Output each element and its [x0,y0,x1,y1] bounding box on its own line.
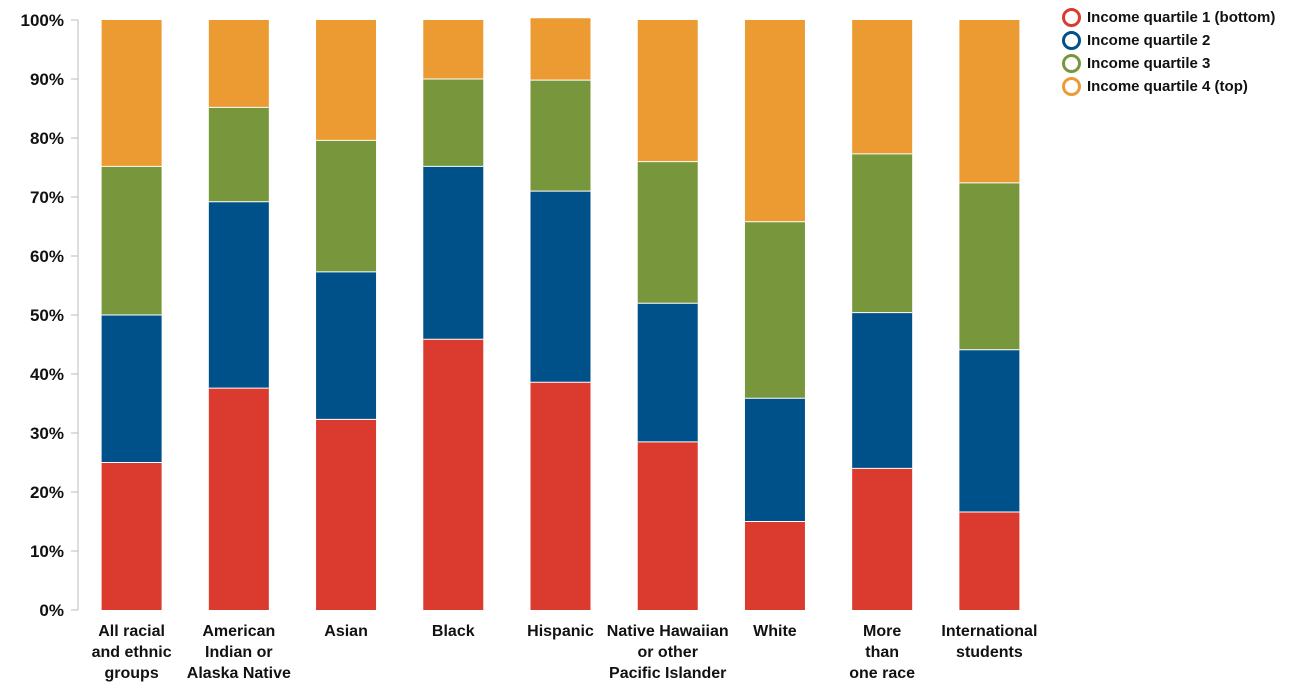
y-tick-label: 90% [30,70,64,89]
y-tick-label: 70% [30,188,64,207]
x-category-label: All racial and ethnic groups [92,623,172,682]
legend-label: Income quartile 3 [1087,55,1211,72]
bar-segment-q3 [959,182,1020,350]
legend-label: Income quartile 1 (bottom) [1087,9,1276,26]
legend-label: Income quartile 4 (top) [1087,78,1248,95]
bar-segment-q1 [637,441,698,610]
bar-segment-q2 [744,398,805,522]
bar-segment-q3 [530,80,591,192]
x-category-label: White [753,623,797,640]
bar-segment-q2 [101,315,162,463]
legend-item-q4: Income quartile 4 (top) [1062,75,1275,98]
bar-segment-q1 [959,512,1020,610]
bar-segment-q2 [423,166,484,340]
bar-segment-q1 [852,468,913,610]
y-tick-label: 30% [30,424,64,443]
bar-segment-q1 [744,521,805,610]
x-category-label: Native Hawaiian or other Pacific Islander [607,623,729,682]
bar-segment-q4 [852,20,913,154]
x-category-label: American Indian or Alaska Native [187,623,291,682]
bar-segment-q1 [208,388,269,610]
y-tick-label: 0% [39,601,64,620]
bar-segment-q3 [423,79,484,167]
bar-segment-q1 [423,339,484,610]
y-tick-label: 40% [30,365,64,384]
bar-segment-q2 [852,312,913,469]
y-tick-label: 20% [30,483,64,502]
bar-segment-q3 [101,166,162,315]
bar-segment-q4 [316,20,377,141]
legend-marker-icon [1062,54,1081,73]
bar-segment-q2 [959,349,1020,513]
x-category-label: Asian [324,623,368,640]
bar-segment-q1 [530,382,591,610]
bar-segment-q3 [208,107,269,202]
y-tick-label: 60% [30,247,64,266]
bar-segment-q2 [637,303,698,442]
bar-segment-q4 [637,20,698,162]
bar-segment-q4 [423,20,484,79]
legend-marker-icon [1062,31,1081,50]
x-category-label: More than one race [849,623,915,682]
bar-segment-q3 [316,140,377,272]
legend: Income quartile 1 (bottom) Income quartil… [1062,6,1275,98]
bar-segment-q4 [959,20,1020,183]
bar-segment-q3 [744,221,805,399]
y-axis: 0% 10% 20% 30% 40% 50% 60% 70% 80% 90% 100% [21,11,79,620]
bar-segment-q3 [637,161,698,304]
legend-item-q2: Income quartile 2 [1062,29,1275,52]
bar-segment-q4 [208,20,269,108]
x-category-label: International students [941,623,1037,661]
legend-marker-icon [1062,8,1081,27]
bar-segment-q2 [316,271,377,420]
y-tick-label: 100% [21,11,64,30]
legend-label: Income quartile 2 [1087,32,1211,49]
bar-segment-q4 [101,20,162,167]
legend-item-q3: Income quartile 3 [1062,52,1275,75]
bar-segment-q4 [744,20,805,222]
bar-segment-q1 [316,419,377,610]
bar-segment-q4 [530,18,591,81]
bar-segment-q1 [101,462,162,610]
y-tick-label: 10% [30,542,64,561]
x-category-label: Black [432,623,475,640]
y-tick-label: 80% [30,129,64,148]
x-category-label: Hispanic [527,623,594,640]
legend-marker-icon [1062,77,1081,96]
bar-segment-q2 [208,201,269,389]
y-tick-label: 50% [30,306,64,325]
bar-segment-q3 [852,153,913,313]
bar-segment-q2 [530,191,591,383]
bar-area [101,18,1020,610]
legend-item-q1: Income quartile 1 (bottom) [1062,6,1275,29]
x-axis-labels: All racial and ethnic groups American Indian… [92,623,1038,682]
